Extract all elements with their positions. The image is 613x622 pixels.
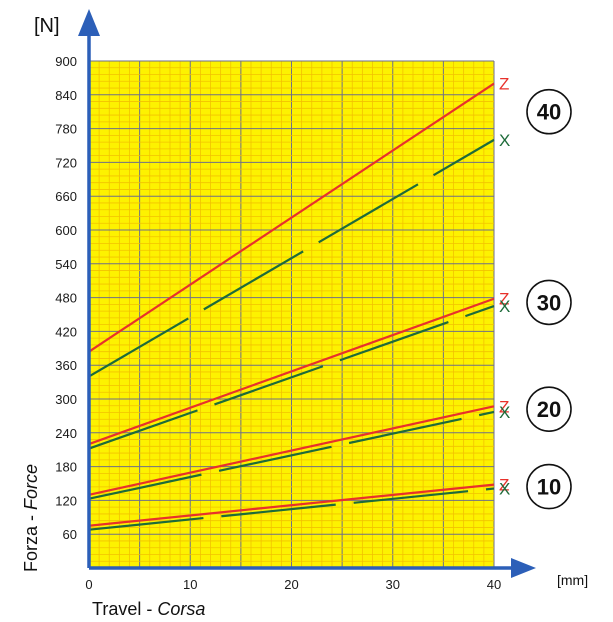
group-label-circle [526,279,572,326]
series-end-label-30-z: Z [499,290,509,309]
y-tick-label: 540 [55,257,77,272]
tick-labels: 0 10 20 30 40 60 120 180 240 300 360 420 480 540 600 66… [55,54,501,592]
y-axis-title-main: Forza [21,525,41,572]
group-label-30: 30 [526,279,572,326]
y-tick-label: 600 [55,223,77,238]
series-end-label-40-z: Z [499,75,509,94]
y-tick-label: 660 [55,189,77,204]
x-axis-title-main: Travel [92,599,141,619]
series-line-10-x [88,487,495,531]
group-labels: 40 30 20 10 [526,88,572,510]
x-axis-title-alt: Corsa [157,599,205,619]
y-axis-title-alt: Force [21,464,41,510]
x-tick-label: 20 [284,577,298,592]
y-tick-label: 120 [55,493,77,508]
series-end-label-10-x: X [499,480,510,499]
series-line-10-z [88,483,495,527]
y-axis-arrow-icon [78,9,100,36]
series-end-label-40-x: X [499,131,510,150]
grid-lines [88,60,495,569]
series-line-30-z [88,297,495,446]
group-label-20: 20 [526,386,572,432]
series-line-20-z [88,405,495,496]
group-label-10: 10 [526,463,572,510]
y-axis-title: Forza - Force [21,464,41,572]
x-tick-label: 30 [386,577,400,592]
y-tick-label: 300 [55,392,77,407]
y-tick-label: 840 [55,88,77,103]
x-axis-title: Travel - Corsa [92,599,205,619]
group-label-40: 40 [526,88,572,135]
x-tick-label: 40 [487,577,501,592]
group-label-text: 40 [537,100,561,125]
y-tick-label: 240 [55,426,77,441]
group-label-circle [526,88,572,135]
group-label-circle [526,463,572,510]
series-line-40-z [88,82,495,353]
x-tick-label: 0 [85,577,92,592]
y-unit-label: [N] [34,15,60,37]
series-end-label-20-x: X [499,403,510,422]
series-line-40-x [88,138,495,378]
y-tick-label: 900 [55,54,77,69]
series-end-label-30-x: X [499,297,510,316]
x-axis-arrow-icon [511,558,536,578]
y-tick-label: 420 [55,324,77,339]
y-tick-label: 60 [63,527,77,542]
series-line-20-x [88,410,495,500]
group-label-text: 30 [537,290,561,315]
group-label-text: 10 [537,475,561,500]
axes [78,9,536,578]
y-tick-label: 480 [55,291,77,306]
y-tick-label: 780 [55,122,77,137]
series-end-label-20-z: Z [499,397,509,416]
group-label-circle [526,386,572,432]
y-tick-label: 720 [55,155,77,170]
y-tick-label: 180 [55,460,77,475]
series-end-label-10-z: Z [499,476,509,495]
y-tick-label: 360 [55,358,77,373]
series-line-30-x [88,305,495,450]
group-label-text: 20 [537,397,561,422]
x-tick-label: 10 [183,577,197,592]
x-unit-label: [mm] [557,572,588,588]
series-lines [88,82,495,531]
